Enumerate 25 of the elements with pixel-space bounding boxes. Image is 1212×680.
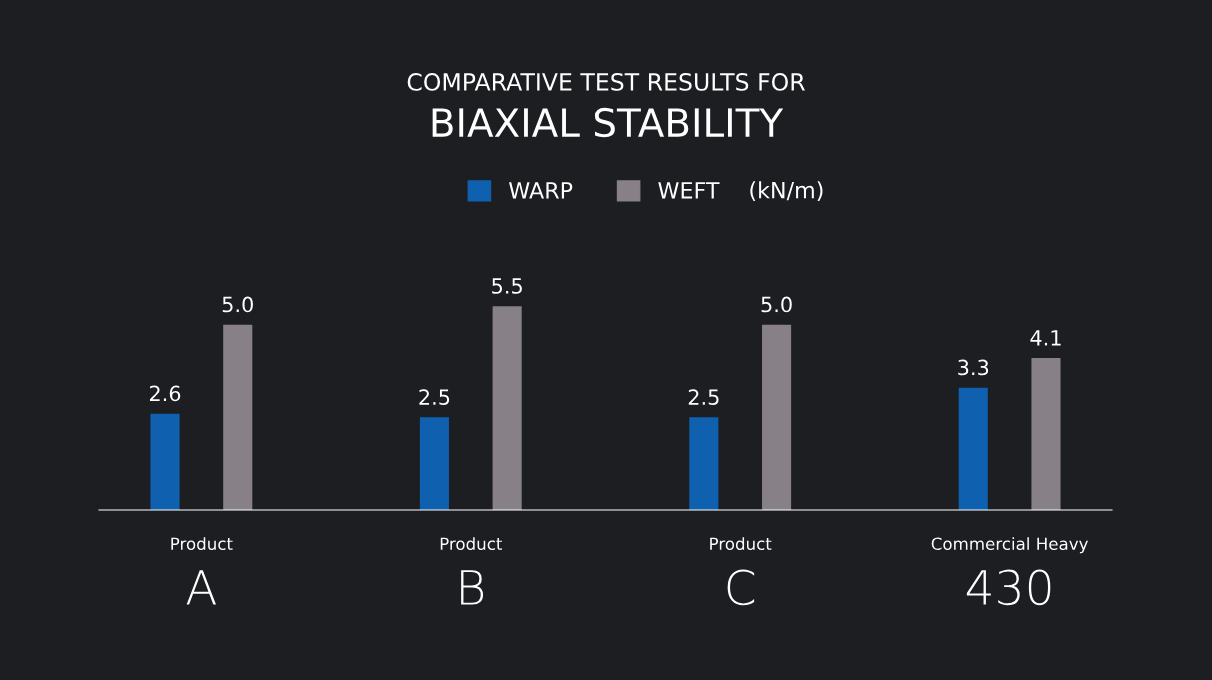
chart-title: COMPARATIVE TEST RESULTS FOR [407,72,805,91]
bar [419,417,449,510]
data-label: 2.5 [688,389,719,405]
bar [492,306,522,510]
bar [958,387,988,510]
category-label: Product A [171,537,233,605]
x-tick-label: Product C [710,537,772,606]
data-label: 5.5 [492,278,522,294]
category-label: Product B [440,537,503,605]
data-label: 5.0 [761,296,792,313]
chart-subtitle: BIAXIAL STABILITY [432,107,784,138]
bar [150,413,180,510]
data-label: 2.5 [419,389,450,405]
legend-label: WEFT [658,182,720,199]
legend-title: (kN/m) [750,181,823,202]
bar [223,324,253,510]
data-label: 3.3 [958,359,989,376]
data-label: 5.0 [222,296,253,313]
bar [1031,358,1061,510]
data-label: 2.6 [149,385,181,402]
legend-label: WARP [509,182,573,199]
data-label: 4.1 [1030,330,1061,346]
x-tick-label: Commercial Heavy 430 [931,537,1088,606]
bar [689,417,719,510]
bar [762,324,792,510]
